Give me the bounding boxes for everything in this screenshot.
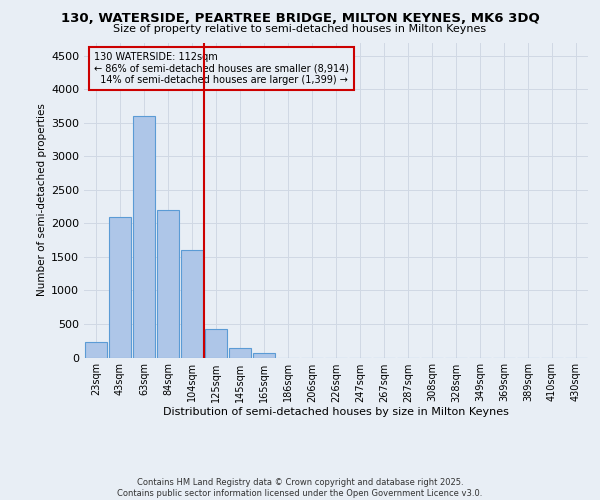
Bar [205, 328, 227, 358]
Bar [133, 116, 155, 358]
Y-axis label: Number of semi-detached properties: Number of semi-detached properties [37, 104, 47, 296]
X-axis label: Distribution of semi-detached houses by size in Milton Keynes: Distribution of semi-detached houses by … [163, 408, 509, 418]
Bar [229, 348, 251, 358]
Bar [85, 342, 107, 357]
Bar [157, 210, 179, 358]
Bar [253, 354, 275, 358]
Text: 130, WATERSIDE, PEARTREE BRIDGE, MILTON KEYNES, MK6 3DQ: 130, WATERSIDE, PEARTREE BRIDGE, MILTON … [61, 12, 539, 24]
Text: 130 WATERSIDE: 112sqm
← 86% of semi-detached houses are smaller (8,914)
  14% of: 130 WATERSIDE: 112sqm ← 86% of semi-deta… [94, 52, 349, 85]
Bar [181, 250, 203, 358]
Text: Size of property relative to semi-detached houses in Milton Keynes: Size of property relative to semi-detach… [113, 24, 487, 34]
Text: Contains HM Land Registry data © Crown copyright and database right 2025.
Contai: Contains HM Land Registry data © Crown c… [118, 478, 482, 498]
Bar [109, 217, 131, 358]
